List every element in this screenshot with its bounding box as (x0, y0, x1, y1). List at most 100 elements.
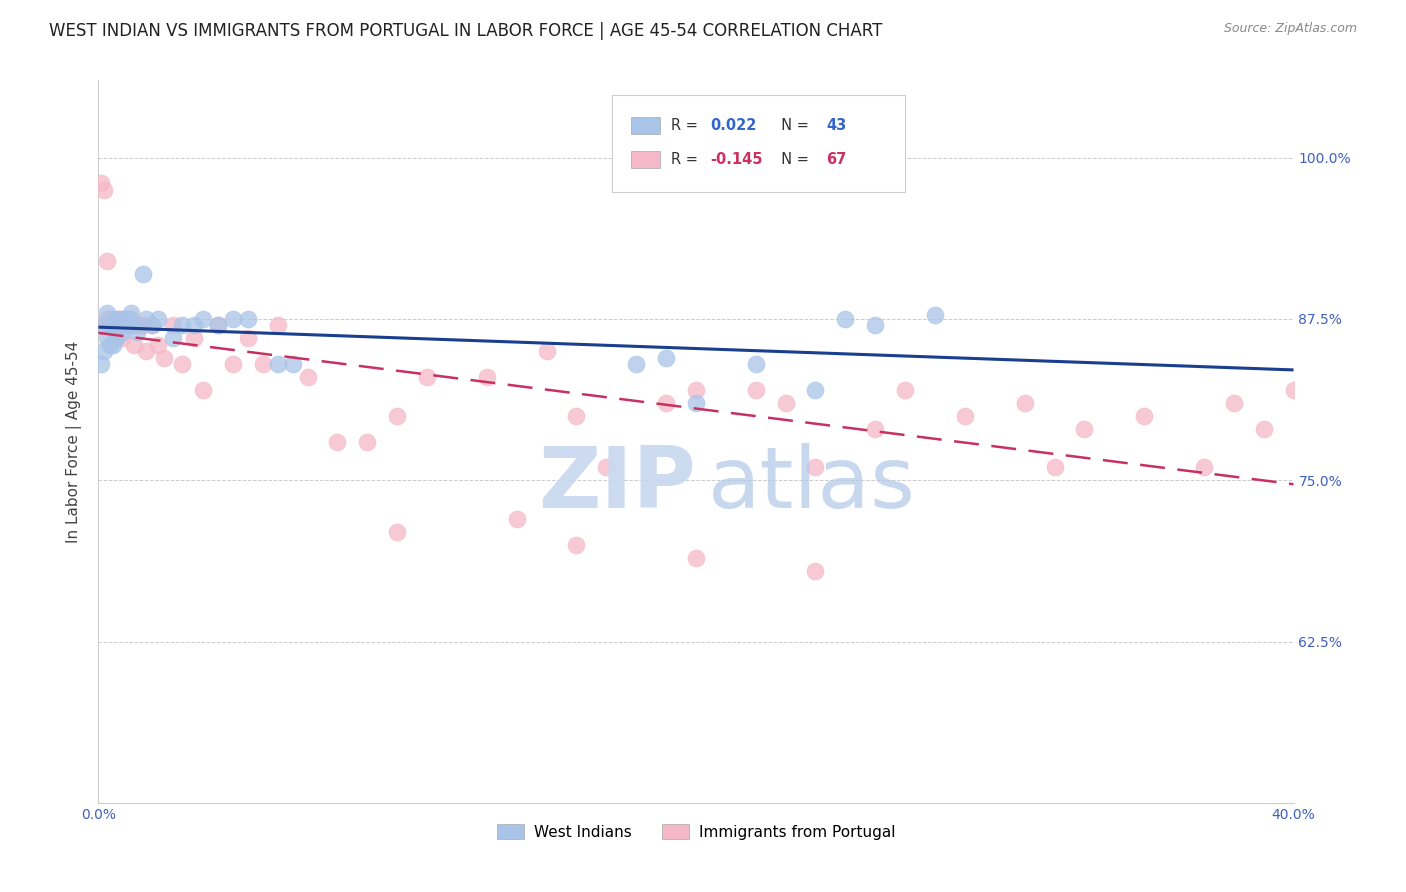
Point (117, 318, 139, 333)
Point (135, 344, 157, 359)
Point (90, 357, 112, 371)
Point (267, 357, 290, 371)
Point (114, 318, 136, 333)
Point (114, 318, 136, 333)
Point (536, 344, 558, 359)
Point (96, 331, 118, 345)
Point (141, 318, 163, 333)
Point (93, 344, 115, 359)
Point (865, 318, 887, 333)
Point (111, 318, 134, 333)
Point (804, 564, 827, 578)
Point (96, 312, 118, 326)
Text: -0.145: -0.145 (710, 153, 763, 168)
Point (236, 312, 259, 326)
Point (1282, 383, 1305, 397)
Point (117, 318, 139, 333)
Point (103, 338, 125, 352)
Point (655, 351, 678, 365)
Point (103, 312, 125, 326)
Point (1043, 460, 1066, 475)
Point (506, 512, 529, 526)
Point (93, 183, 115, 197)
Point (98, 312, 122, 326)
Point (1014, 396, 1036, 410)
Point (98, 318, 122, 333)
Point (953, 409, 976, 423)
Point (135, 312, 157, 326)
Point (103, 318, 125, 333)
Point (127, 318, 149, 333)
Point (1253, 422, 1275, 436)
Point (129, 318, 152, 333)
Point (297, 370, 319, 384)
Point (162, 331, 184, 345)
Point (96, 305, 118, 319)
Point (127, 325, 149, 339)
Point (172, 318, 194, 333)
Point (1073, 422, 1095, 436)
Point (153, 351, 176, 365)
Point (191, 383, 214, 397)
Point (98, 338, 122, 352)
Point (98, 318, 122, 333)
Point (111, 312, 134, 326)
Point (326, 434, 349, 449)
Point (475, 370, 498, 384)
Text: 0.022: 0.022 (710, 119, 756, 133)
Point (385, 409, 409, 423)
Point (252, 357, 274, 371)
Point (236, 331, 259, 345)
Point (93, 318, 115, 333)
Point (108, 318, 131, 333)
Point (141, 318, 163, 333)
Point (655, 396, 678, 410)
Legend: West Indians, Immigrants from Portugal: West Indians, Immigrants from Portugal (491, 818, 901, 846)
Point (108, 318, 131, 333)
Point (207, 318, 229, 333)
Point (90, 177, 112, 191)
Text: ZIP: ZIP (538, 443, 696, 526)
Point (385, 524, 409, 539)
Point (162, 318, 184, 333)
Point (222, 312, 245, 326)
Point (93, 318, 115, 333)
Point (105, 312, 128, 326)
Point (108, 312, 131, 326)
Text: N =: N = (772, 119, 814, 133)
Point (924, 308, 946, 322)
Point (124, 318, 146, 333)
Point (114, 312, 136, 326)
Point (132, 318, 155, 333)
Point (834, 312, 856, 326)
Point (207, 318, 229, 333)
Point (685, 383, 707, 397)
Point (685, 396, 707, 410)
Point (105, 331, 128, 345)
Point (120, 312, 142, 326)
Point (103, 318, 125, 333)
Point (117, 318, 139, 333)
Point (96, 253, 118, 268)
Text: atlas: atlas (709, 443, 915, 526)
Point (183, 331, 205, 345)
Point (865, 422, 887, 436)
Point (565, 538, 588, 552)
Point (148, 338, 170, 352)
Point (565, 409, 588, 423)
Point (148, 312, 170, 326)
FancyBboxPatch shape (613, 95, 905, 193)
Point (105, 331, 128, 345)
Point (1192, 460, 1215, 475)
Point (804, 383, 827, 397)
Point (111, 325, 134, 339)
Point (775, 396, 797, 410)
Point (416, 370, 439, 384)
Point (1223, 396, 1246, 410)
Text: 43: 43 (827, 119, 846, 133)
Point (183, 318, 205, 333)
Y-axis label: In Labor Force | Age 45-54: In Labor Force | Age 45-54 (66, 341, 83, 542)
Point (120, 305, 142, 319)
FancyBboxPatch shape (631, 151, 661, 169)
Point (117, 312, 139, 326)
